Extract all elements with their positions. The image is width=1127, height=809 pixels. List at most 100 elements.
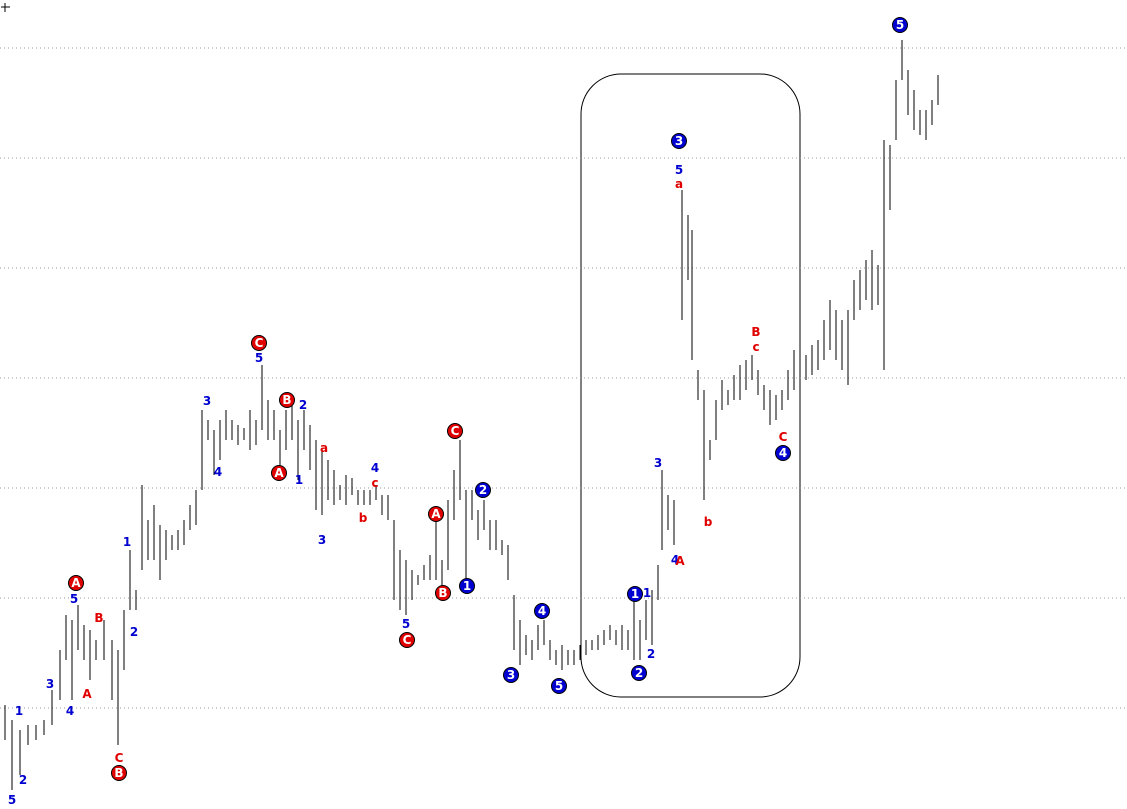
wave-label-text: A	[71, 576, 81, 590]
wave-label-text: A	[675, 554, 685, 568]
wave-label: 3	[671, 133, 687, 149]
wave-label: b	[704, 515, 713, 529]
wave-label: 1	[295, 473, 303, 487]
wave-label-text: 1	[123, 535, 131, 549]
wave-label: 1	[643, 586, 651, 600]
wave-label: 3	[318, 533, 326, 547]
wave-label: 3	[203, 394, 211, 408]
wave-label-text: B	[114, 766, 123, 780]
wave-label: 3	[654, 456, 662, 470]
wave-label-circle	[475, 482, 491, 498]
wave-label: 3	[503, 667, 519, 683]
wave-label-text: 2	[19, 773, 27, 787]
wave-label: 2	[299, 398, 307, 412]
wave-label-circle	[435, 585, 451, 601]
wave-label: 5	[892, 17, 908, 33]
wave-label: B	[435, 585, 451, 601]
wave-label: 5	[8, 793, 16, 807]
wave-label-text: 4	[66, 704, 74, 718]
wave-label-text: 2	[130, 625, 138, 639]
wave-label: C	[399, 632, 415, 648]
wave-label: 4	[371, 461, 379, 475]
crosshair-icon	[1, 3, 10, 12]
wave-label: B	[94, 611, 103, 625]
wave-label-text: 4	[671, 553, 679, 567]
wave-label-text: 5	[555, 679, 563, 693]
wave-label-text: 1	[463, 579, 471, 593]
wave-label: a	[320, 441, 328, 455]
wave-label: 5	[255, 351, 263, 365]
wave-label-text: 3	[507, 668, 515, 682]
wave-label: 2	[631, 665, 647, 681]
wave-label: A	[82, 687, 92, 701]
wave-label-text: a	[320, 441, 328, 455]
wave-label: A	[428, 506, 444, 522]
wave-label-text: a	[675, 177, 683, 191]
wave-label-circle	[534, 603, 550, 619]
wave-label: 2	[130, 625, 138, 639]
wave-label: 1	[15, 704, 23, 718]
wave-label: 4	[775, 445, 791, 461]
wave-label: B	[111, 765, 127, 781]
wave-label-circle	[279, 392, 295, 408]
wave-label-text: 3	[46, 677, 54, 691]
wave-label-text: 4	[779, 446, 787, 460]
wave-label: 1	[459, 578, 475, 594]
wave-label-text: 3	[654, 456, 662, 470]
wave-label-text: c	[371, 476, 378, 490]
wave-label: 3	[46, 677, 54, 691]
wave-label: 5	[70, 592, 78, 606]
wave-label: 1	[627, 586, 643, 602]
wave-label: C	[779, 430, 788, 444]
wave-label-text: 5	[675, 163, 683, 177]
wave-label-circle	[111, 765, 127, 781]
wave-label-circle	[503, 667, 519, 683]
wave-label-text: 1	[631, 587, 639, 601]
wave-label-text: 5	[402, 617, 410, 631]
wave-label: 2	[647, 647, 655, 661]
wave-label-text: 2	[635, 666, 643, 680]
wave-label-text: B	[438, 586, 447, 600]
wave-label-text: 2	[479, 483, 487, 497]
wave-label: 5	[551, 678, 567, 694]
wave-label-text: 4	[538, 604, 546, 618]
wave-label-circle	[459, 578, 475, 594]
wave-label-circle	[447, 423, 463, 439]
wave-label-text: 3	[675, 134, 683, 148]
wave-label-circle	[892, 17, 908, 33]
wave-label-text: C	[115, 751, 124, 765]
wave-label-text: 2	[647, 647, 655, 661]
wave-label: 1	[123, 535, 131, 549]
wave-label: 5	[402, 617, 410, 631]
wave-label-circle	[627, 586, 643, 602]
wave-label-text: 5	[70, 592, 78, 606]
wave-label-text: 3	[203, 394, 211, 408]
wave-label-circle	[428, 506, 444, 522]
wave-label: 2	[475, 482, 491, 498]
wave-label-text: C	[403, 633, 412, 647]
wave-label: C	[251, 335, 267, 351]
wave-label-text: A	[431, 507, 441, 521]
wave-label-text: C	[255, 336, 264, 350]
highlight-box	[580, 73, 801, 698]
wave-label-text: A	[274, 466, 284, 480]
wave-label-text: 4	[371, 461, 379, 475]
wave-label-text: C	[451, 424, 460, 438]
wave-label: a	[675, 177, 683, 191]
wave-label: C	[115, 751, 124, 765]
wave-label: 4	[66, 704, 74, 718]
wave-label-circle	[399, 632, 415, 648]
wave-label: B	[751, 325, 760, 339]
wave-label-text: B	[282, 393, 291, 407]
wave-label-text: A	[82, 687, 92, 701]
wave-label: 4	[534, 603, 550, 619]
wave-label-text: 5	[255, 351, 263, 365]
wave-label-circle	[251, 335, 267, 351]
wave-label-circle	[775, 445, 791, 461]
wave-label-circle	[551, 678, 567, 694]
wave-label-text: 5	[896, 18, 904, 32]
wave-label-text: C	[779, 430, 788, 444]
wave-label: b	[359, 511, 368, 525]
wave-label-text: 1	[15, 704, 23, 718]
